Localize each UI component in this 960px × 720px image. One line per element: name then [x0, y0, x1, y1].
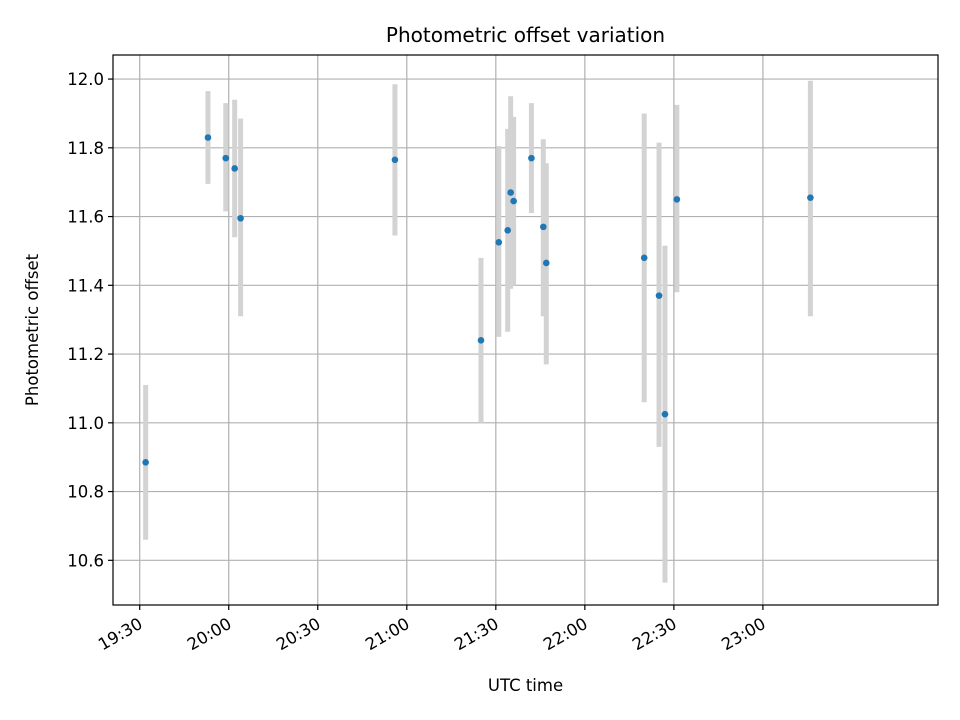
chart-title: Photometric offset variation: [386, 23, 665, 47]
data-point: [655, 292, 663, 299]
y-tick-label: 11.8: [67, 139, 104, 158]
data-point: [391, 156, 399, 164]
y-tick-label: 11.0: [67, 414, 104, 433]
y-tick-label: 10.6: [67, 551, 104, 570]
data-point: [231, 165, 238, 172]
y-axis-ticks: 10.6 10.8 11.0 11.2 11.4 11.6 11.8 12.0: [67, 70, 113, 570]
y-tick-label: 11.6: [67, 208, 104, 227]
data-point: [222, 154, 230, 162]
grid: [113, 55, 938, 605]
x-axis-label: UTC time: [488, 676, 563, 695]
data-point: [507, 189, 514, 196]
data-point: [204, 134, 212, 141]
data-point: [237, 214, 244, 222]
data-point: [661, 410, 669, 418]
plot-area-frame: [112, 54, 939, 606]
data-point: [673, 196, 681, 203]
data-point: [477, 337, 485, 344]
data-point: [495, 239, 503, 246]
data-point: [528, 154, 535, 162]
y-tick-label: 11.4: [67, 276, 104, 295]
data-point: [142, 459, 149, 466]
y-tick-label: 12.0: [67, 70, 104, 89]
data-point: [510, 197, 517, 205]
y-tick-label: 11.2: [67, 345, 104, 364]
y-tick-label: 10.8: [67, 483, 104, 502]
data-point: [807, 194, 814, 201]
data-points: [142, 134, 814, 466]
data-point: [640, 254, 648, 262]
y-axis-label: Photometric offset: [23, 253, 42, 406]
data-point: [540, 223, 547, 231]
data-point: [504, 227, 511, 234]
data-point: [542, 259, 550, 267]
